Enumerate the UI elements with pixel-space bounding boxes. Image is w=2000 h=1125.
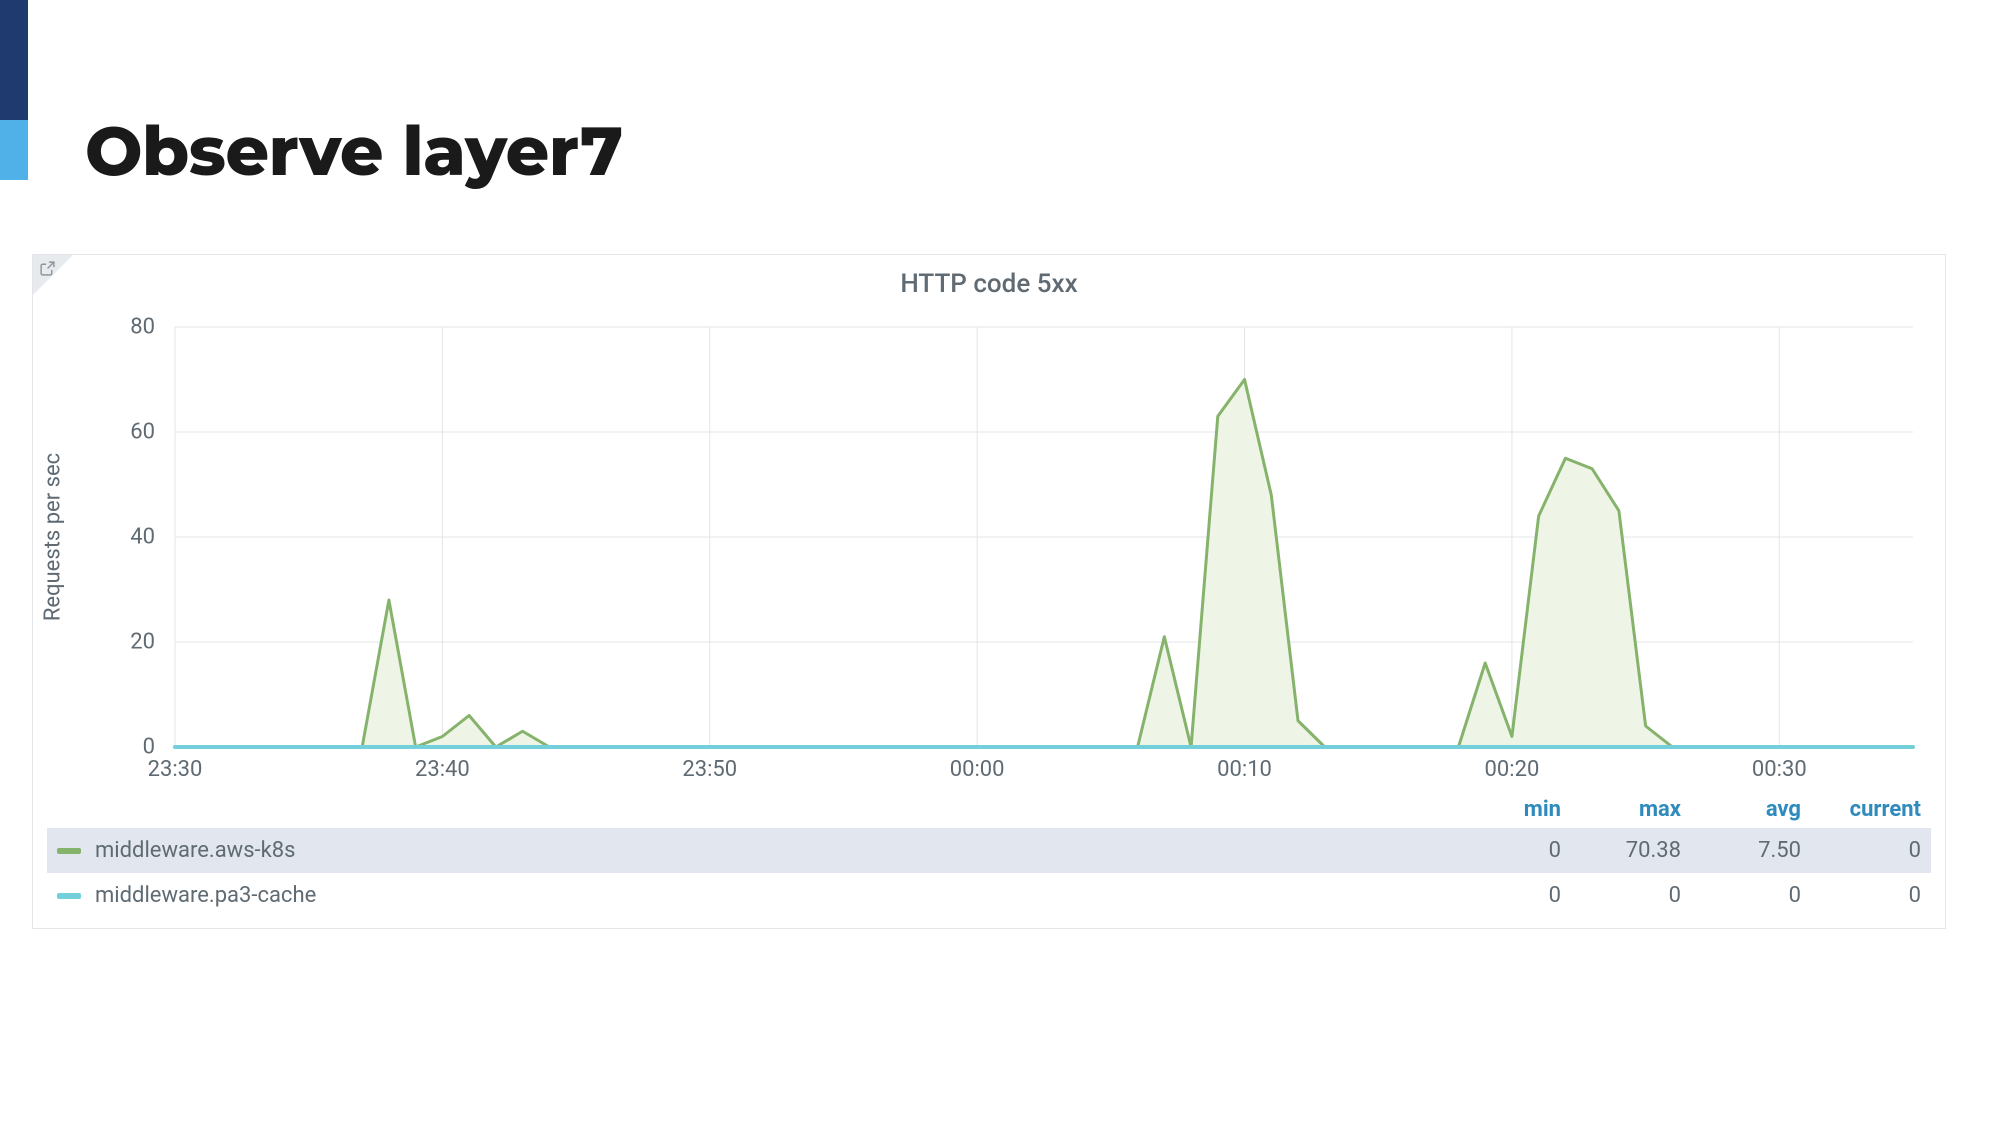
x-tick: 00:10: [1217, 747, 1272, 782]
panel-title: HTTP code 5xx: [33, 255, 1945, 299]
legend-col-current[interactable]: current: [1801, 797, 1921, 822]
y-tick: 20: [130, 630, 175, 655]
legend-max: 0: [1561, 883, 1681, 908]
chart-panel: HTTP code 5xx Requests per sec 020406080…: [32, 254, 1946, 929]
legend-avg: 7.50: [1681, 838, 1801, 863]
legend-max: 70.38: [1561, 838, 1681, 863]
legend-col-min[interactable]: min: [1441, 797, 1561, 822]
legend-current: 0: [1801, 838, 1921, 863]
legend-table: min max avg current middleware.aws-k8s07…: [47, 793, 1931, 918]
legend-series-name: middleware.aws-k8s: [95, 838, 1441, 863]
accent-bar-light: [0, 120, 28, 180]
open-external-button[interactable]: [33, 255, 79, 301]
y-axis-label: Requests per sec: [41, 453, 66, 621]
external-link-icon: [39, 260, 56, 277]
legend-header: min max avg current: [47, 793, 1931, 828]
x-tick: 23:30: [148, 747, 203, 782]
legend-row[interactable]: middleware.aws-k8s070.387.500: [47, 828, 1931, 873]
legend-col-avg[interactable]: avg: [1681, 797, 1801, 822]
x-tick: 23:40: [415, 747, 470, 782]
legend-row[interactable]: middleware.pa3-cache0000: [47, 873, 1931, 918]
y-tick: 40: [130, 525, 175, 550]
legend-swatch: [57, 893, 81, 899]
legend-series-name: middleware.pa3-cache: [95, 883, 1441, 908]
legend-avg: 0: [1681, 883, 1801, 908]
x-tick: 00:30: [1752, 747, 1807, 782]
x-tick: 23:50: [682, 747, 737, 782]
accent-bar-dark: [0, 0, 28, 120]
legend-min: 0: [1441, 838, 1561, 863]
legend-col-max[interactable]: max: [1561, 797, 1681, 822]
x-tick: 00:20: [1485, 747, 1540, 782]
legend-min: 0: [1441, 883, 1561, 908]
y-tick: 80: [130, 315, 175, 340]
y-tick: 60: [130, 420, 175, 445]
legend-swatch: [57, 848, 81, 854]
x-tick: 00:00: [950, 747, 1005, 782]
chart-plot[interactable]: 02040608023:3023:4023:5000:0000:1000:200…: [175, 327, 1913, 747]
legend-current: 0: [1801, 883, 1921, 908]
page-title: Observe layer7: [85, 110, 623, 193]
